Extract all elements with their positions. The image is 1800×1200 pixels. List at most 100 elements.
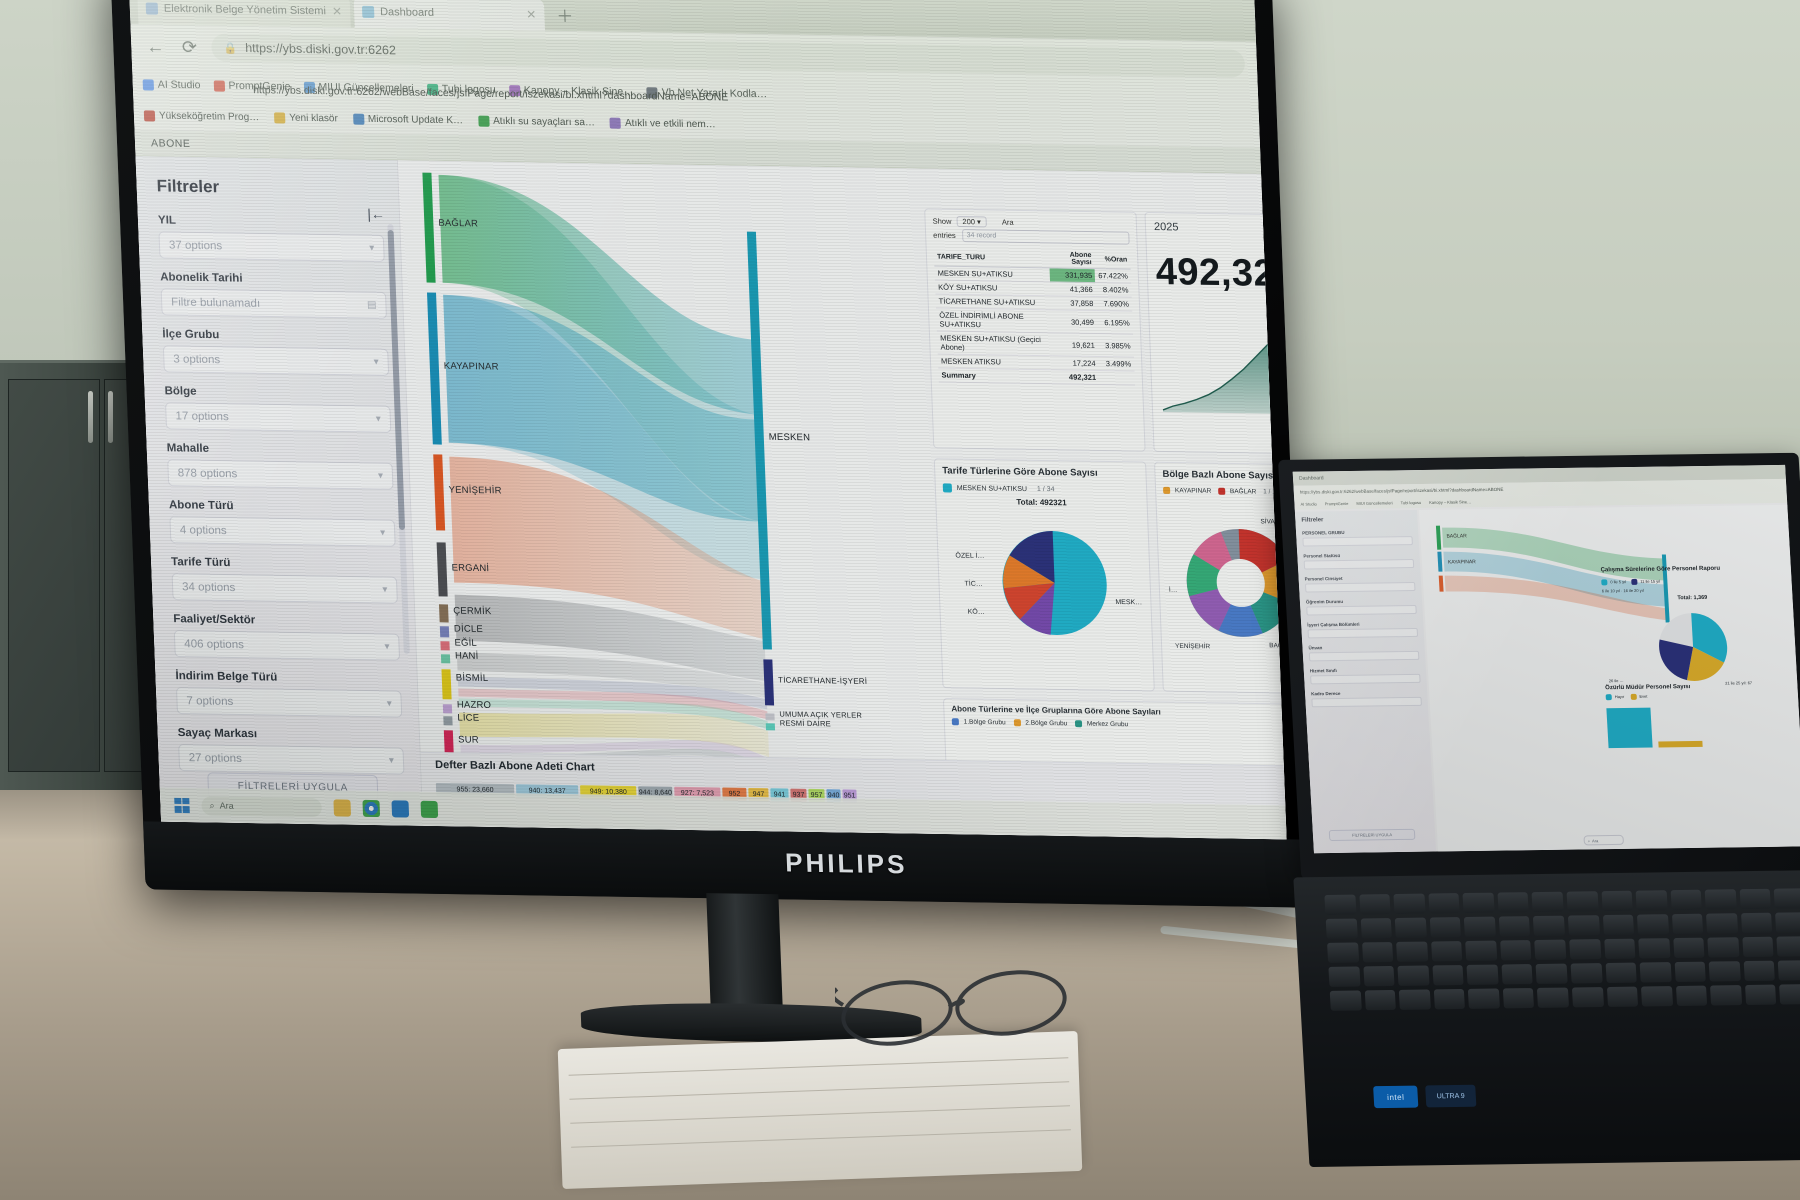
calendar-icon[interactable]: ▤ xyxy=(366,299,377,311)
dashboard-app: Filtreler |← YIL 37 options ▾ Abonelik T… xyxy=(135,156,1287,840)
cell-pct: 3.985% xyxy=(1097,333,1134,358)
legend-color-chip xyxy=(1162,486,1171,494)
collapse-sidebar-icon[interactable]: |← xyxy=(366,205,386,222)
bookmark-label: Microsoft Update K… xyxy=(367,113,464,126)
filter-label: İndirim Belge Türü xyxy=(175,670,278,684)
sankey-node-label: RESMİ DAİRE xyxy=(779,718,831,729)
sankey-node-label: SUR xyxy=(457,734,480,746)
page-title: Filtreler xyxy=(156,176,220,197)
svg-text:KAYAPINAR: KAYAPINAR xyxy=(1448,559,1477,565)
filter-label: Tarife Türü xyxy=(170,556,231,570)
pie-slice-label: KÖ… xyxy=(967,607,984,615)
laptop-keyboard[interactable] xyxy=(1324,888,1800,1064)
browser-tab[interactable]: Elektronik Belge Yönetim Sistemi ✕ xyxy=(137,0,351,28)
donut-slice-label: BAĞLAR xyxy=(1269,640,1287,649)
filter-select-ilce-grubu[interactable]: 3 options ▾ xyxy=(162,345,390,376)
entries-text: entries xyxy=(932,230,956,240)
new-tab-button[interactable]: ＋ xyxy=(556,6,574,27)
filter-group-indirim-belge-turu: İndirim Belge Türü 7 options ▾ xyxy=(175,670,403,718)
table-controls: Show 200 ▾ Ara xyxy=(932,215,1129,230)
cell-count: 30,499 xyxy=(1050,309,1098,334)
cell-pct: 67.422% xyxy=(1094,268,1132,284)
dashboard-main: BAĞLAR KAYAPINAR YENİŞEHİR ERGANİ ÇERMİK… xyxy=(397,160,1287,840)
filter-value: 27 options xyxy=(188,751,243,765)
filter-group-yil: YIL 37 options ▾ xyxy=(158,214,385,262)
cell-tarife: MESKEN SU+ATIKSU (Geçici Abone) xyxy=(936,331,1053,356)
filter-label: Sayaç Markası xyxy=(177,727,258,741)
col-oran[interactable]: %Oran xyxy=(1094,250,1131,270)
filter-group-abonelik-tarihi: Abonelik Tarihi Filtre bulunamadı ▤ xyxy=(160,271,387,319)
filter-value: 37 options xyxy=(168,239,223,252)
show-label: Show xyxy=(932,216,952,226)
tab-favicon xyxy=(361,5,375,19)
close-icon[interactable]: ✕ xyxy=(331,4,343,19)
filter-select-yil[interactable]: 37 options ▾ xyxy=(158,231,385,262)
folder-icon[interactable] xyxy=(333,798,352,817)
bookmark-label: Yeni klasör xyxy=(289,112,339,124)
store-icon[interactable] xyxy=(420,800,439,818)
sankey-node-label: ÇERMİK xyxy=(453,605,492,618)
filter-select-faaliyet-sektor[interactable]: 406 options ▾ xyxy=(173,630,401,661)
monitor-stand-neck xyxy=(706,893,783,1015)
legend-label: KAYAPINAR xyxy=(1174,487,1212,495)
filter-group-mahalle: Mahalle 878 options ▾ xyxy=(167,442,394,490)
filter-group-ilce-grubu: İlçe Grubu 3 options ▾ xyxy=(162,328,390,376)
taskbar-search[interactable]: ⌕ Ara xyxy=(201,795,323,817)
filter-select-bolge[interactable]: 17 options ▾ xyxy=(165,402,392,433)
pie-legend: MESKEN SU+ATIKSU 1 / 34 xyxy=(942,483,1140,495)
col-tarife-turu[interactable]: TARIFE_TURU xyxy=(933,247,1050,268)
laptop-report-panel: Çalışma Sürelerine Göre Personel Raporu … xyxy=(1600,565,1787,699)
reload-icon[interactable]: ⟳ xyxy=(181,36,198,57)
abone-turleri-panel: Abone Türlerine ve İlçe Gruplarına Göre … xyxy=(942,698,1287,771)
table-row[interactable]: MESKEN SU+ATIKSU (Geçici Abone) 19,621 3… xyxy=(936,331,1134,358)
bookmark-item[interactable]: Atıklı ve etkili nem… xyxy=(609,117,716,130)
filter-value: 4 options xyxy=(179,523,227,537)
mail-icon[interactable] xyxy=(391,799,410,818)
bookmark-item[interactable]: Yükseköğretim Prog… xyxy=(143,109,259,123)
filter-select-tarife-turu[interactable]: 34 options ▾ xyxy=(171,573,398,604)
chevron-down-icon: ▾ xyxy=(369,242,375,254)
filter-value: 7 options xyxy=(186,694,234,708)
filter-group-bolge: Bölge 17 options ▾ xyxy=(164,385,392,433)
filter-select-indirim-belge-turu[interactable]: 7 options ▾ xyxy=(175,687,403,718)
close-icon[interactable]: ✕ xyxy=(525,7,537,22)
table-search-input[interactable]: 34 record xyxy=(961,229,1130,245)
sankey-node-label: MESKEN xyxy=(768,431,811,444)
search-icon: ⌕ xyxy=(209,799,215,811)
sankey-svg xyxy=(422,172,776,778)
bookmark-item[interactable]: Microsoft Update K… xyxy=(352,113,464,126)
bookmark-item[interactable]: Atıklı su sayaçları sa… xyxy=(477,115,596,128)
windows-icon[interactable] xyxy=(174,797,190,813)
filter-select-sayac-markasi[interactable]: 27 options ▾ xyxy=(178,744,405,775)
sankey-node-label: KAYAPINAR xyxy=(443,360,499,373)
cell-pct: 8.402% xyxy=(1095,282,1132,298)
pie-pager[interactable]: 1 / 34 xyxy=(1036,486,1055,494)
chevron-down-icon: ▾ xyxy=(384,641,390,653)
tarife-table-panel: Show 200 ▾ Ara entries 34 record xyxy=(924,208,1146,452)
col-abone-sayisi[interactable]: Abone Sayısı xyxy=(1048,249,1095,269)
legend-label: Merkez Grubu xyxy=(1086,720,1129,729)
search-placeholder-text: 34 record xyxy=(966,232,997,240)
filter-date-abonelik-tarihi[interactable]: Filtre bulunamadı ▤ xyxy=(160,288,387,319)
monitor: PHILIPS Elektronik Belge Yönetim Sistemi… xyxy=(110,0,1313,1057)
sankey-node-label: EĞİL xyxy=(454,637,478,649)
filter-group-tarife-turu: Tarife Türü 34 options ▾ xyxy=(171,556,398,604)
donut-slice-label: YENİŞEHİR xyxy=(1175,641,1211,651)
table-row[interactable]: ÖZEL İNDİRİMLİ ABONE SU+ATIKSU 30,499 6.… xyxy=(935,308,1134,335)
sankey-node-label: HANİ xyxy=(454,650,479,662)
filter-label: Abone Türü xyxy=(168,499,234,513)
search-placeholder: Ara xyxy=(219,800,234,811)
sankey-node-label: TİCARETHANE-İŞYERİ xyxy=(777,675,868,686)
bookmark-item[interactable]: Yeni klasör xyxy=(273,111,339,124)
sankey-node-label: YENİŞEHİR xyxy=(448,484,502,497)
back-icon[interactable]: ← xyxy=(145,35,165,57)
browser-tab-active[interactable]: Dashboard ✕ xyxy=(353,0,545,31)
bookmark-item[interactable]: AI Studio xyxy=(142,78,201,91)
legend-label: 2.Bölge Grubu xyxy=(1025,719,1068,728)
chrome-icon[interactable] xyxy=(362,799,381,817)
bookmark-label: Atıklı su sayaçları sa… xyxy=(492,115,596,128)
filter-select-mahalle[interactable]: 878 options ▾ xyxy=(167,459,394,490)
filter-value: Filtre bulunamadı xyxy=(170,296,261,310)
entries-select[interactable]: 200 ▾ xyxy=(956,215,988,228)
filter-select-abone-turu[interactable]: 4 options ▾ xyxy=(169,516,396,547)
